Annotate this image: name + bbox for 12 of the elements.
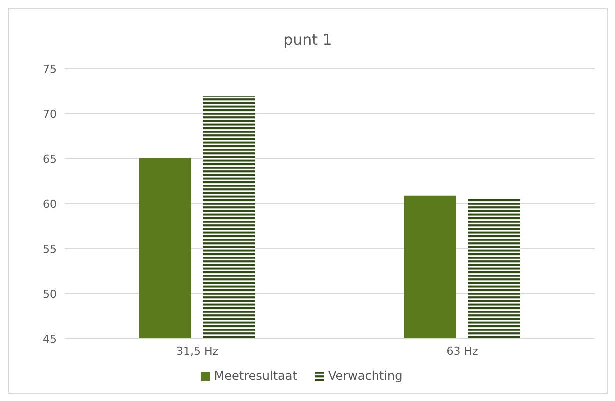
y-tick-label: 70: [43, 108, 57, 121]
y-tick-label: 65: [43, 152, 57, 166]
y-tick-label: 60: [43, 198, 57, 211]
x-tick-label: 63 Hz: [446, 344, 478, 358]
y-tick-label: 50: [43, 288, 57, 301]
x-tick-label: 31,5 Hz: [176, 344, 219, 358]
y-tick-label: 75: [43, 62, 57, 76]
y-tick-label: 55: [43, 242, 57, 256]
y-tick-label: 45: [43, 332, 57, 346]
legend-label: Meetresultaat: [214, 369, 298, 383]
legend-label: Verwachting: [328, 369, 403, 383]
chart-title: punt 1: [282, 30, 334, 51]
